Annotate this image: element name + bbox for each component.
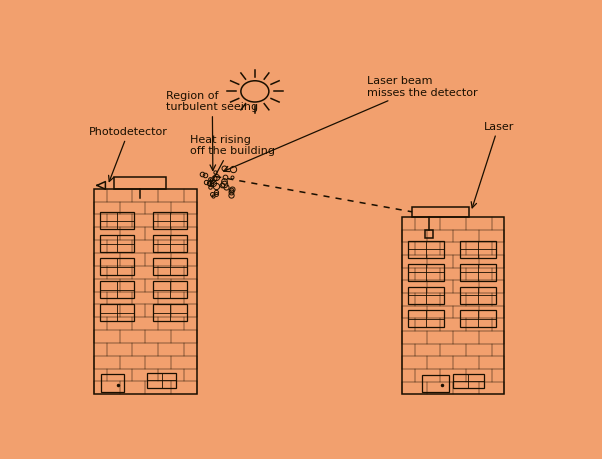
Bar [154,259,187,276]
Text: Region of
turbulent seeing: Region of turbulent seeing [166,90,258,171]
Bar [408,310,444,327]
Text: Laser: Laser [471,121,514,208]
Text: Heat rising
off the building: Heat rising off the building [190,134,275,186]
Bar [154,213,187,230]
Bar [100,213,134,230]
Bar [453,374,483,388]
Bar [408,264,444,281]
Bar [100,259,134,276]
Bar [100,305,134,322]
Bar [461,264,496,281]
Text: Laser beam
misses the detector: Laser beam misses the detector [224,76,477,172]
Bar [154,236,187,253]
Bar [100,282,134,299]
Bar [154,305,187,322]
Bar [94,190,197,394]
Bar [402,218,504,394]
Bar [114,178,166,190]
Bar [408,241,444,258]
Bar [154,282,187,299]
Bar [425,230,433,239]
Bar [101,374,123,392]
Bar [100,236,134,253]
Bar [461,310,496,327]
Bar [461,287,496,304]
Text: Photodetector: Photodetector [89,127,168,182]
Bar [147,373,176,388]
Bar [412,207,468,218]
Bar [423,375,449,392]
Bar [408,287,444,304]
Bar [461,241,496,258]
